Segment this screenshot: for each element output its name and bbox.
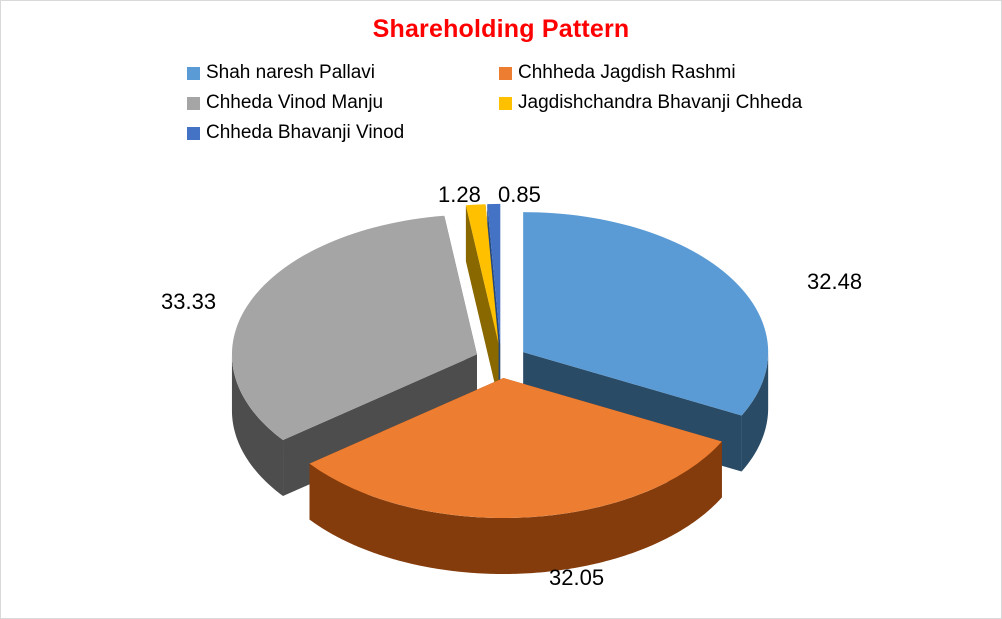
legend-item-label: Chheda Vinod Manju xyxy=(206,92,384,113)
pie-slice-rim-wall xyxy=(741,352,769,472)
legend-swatch-icon xyxy=(187,66,200,80)
legend-item-0[interactable]: Shah naresh Pallavi xyxy=(187,63,499,83)
legend-item-3[interactable]: Jagdishchandra Bhavanji Chheda xyxy=(499,93,802,113)
data-label-3: 1.28 xyxy=(438,182,481,207)
legend-item-label: Jagdishchandra Bhavanji Chheda xyxy=(518,92,803,113)
page-title: Shareholding Pattern xyxy=(372,15,630,43)
legend-swatch-icon xyxy=(187,96,200,110)
legend-item-2[interactable]: Chheda Vinod Manju xyxy=(187,93,499,113)
pie-slice-1[interactable]: Chhheda Jagdish Rashmi: 32.05 xyxy=(309,378,722,519)
pie-slice-0[interactable]: Shah naresh Pallavi: 32.48 xyxy=(523,212,769,416)
pie-slice-2[interactable]: Chheda Vinod Manju: 33.33 xyxy=(231,215,477,441)
legend-swatch-icon xyxy=(187,126,200,140)
legend-swatch-icon xyxy=(499,66,512,80)
legend-item-label: Shah naresh Pallavi xyxy=(206,62,375,83)
legend-swatch-icon xyxy=(499,96,512,110)
legend-item-4[interactable]: Chheda Bhavanji Vinod xyxy=(187,123,499,143)
chart-legend: Shah naresh Pallavi Chhheda Jagdish Rashm… xyxy=(187,63,867,153)
pie-slice-side-face xyxy=(465,205,499,400)
data-label-0: 32.48 xyxy=(807,269,863,294)
pie-slice-4[interactable]: Chheda Bhavanji Vinod: 0.85 xyxy=(487,203,501,344)
legend-item-label: Chheda Bhavanji Vinod xyxy=(206,122,405,143)
legend-item-label: Chhheda Jagdish Rashmi xyxy=(518,62,736,83)
pie-slice-3[interactable]: Jagdishchandra Bhavanji Chheda: 1.28 xyxy=(465,204,499,344)
legend-row: Shah naresh Pallavi Chhheda Jagdish Rashm… xyxy=(187,63,867,83)
pie-slice-rim-wall xyxy=(309,441,722,575)
data-label-2: 33.33 xyxy=(161,289,217,314)
legend-row: Chheda Bhavanji Vinod xyxy=(187,123,867,143)
data-label-4: 0.85 xyxy=(498,182,541,207)
pie-slice-rim-wall xyxy=(231,355,284,497)
legend-item-1[interactable]: Chhheda Jagdish Rashmi xyxy=(499,63,736,83)
legend-row: Chheda Vinod Manju Jagdishchandra Bhavanj… xyxy=(187,93,867,113)
data-label-1: 32.05 xyxy=(549,565,605,590)
